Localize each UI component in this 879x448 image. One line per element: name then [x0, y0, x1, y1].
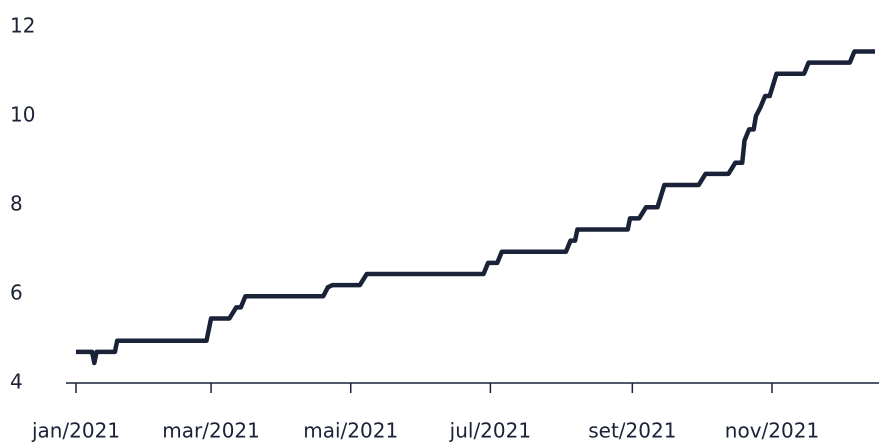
line: [76, 49, 875, 366]
x-tick-label: mai/2021: [303, 419, 398, 443]
x-tick-label: jan/2021: [31, 419, 120, 443]
x-tick-label: nov/2021: [725, 419, 819, 443]
x-tick-label: jul/2021: [449, 419, 531, 443]
y-tick-label: 10: [10, 103, 35, 127]
x-tick-label: mar/2021: [162, 419, 260, 443]
y-tick-label: 8: [10, 192, 23, 216]
x-tick-label: set/2021: [588, 419, 676, 443]
y-tick-label: 12: [10, 14, 35, 38]
y-tick-label: 6: [10, 281, 23, 305]
y-tick-label: 4: [10, 370, 23, 394]
